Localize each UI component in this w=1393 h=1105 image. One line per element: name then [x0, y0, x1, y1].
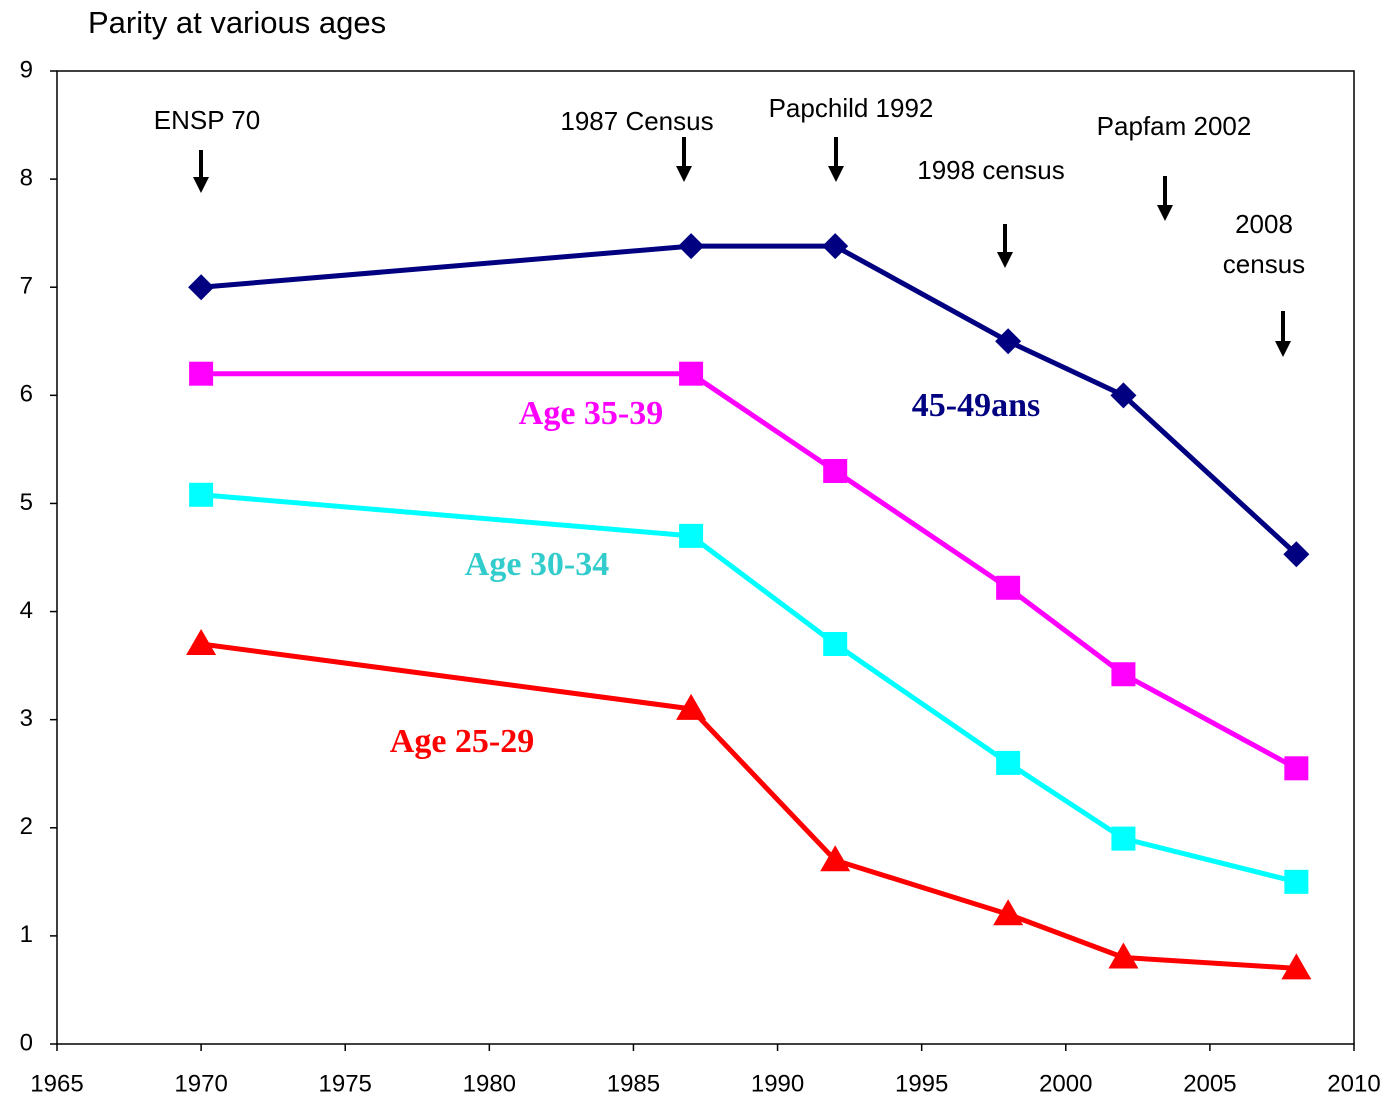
annotation: 1987 Census	[560, 106, 713, 136]
marker	[678, 233, 705, 260]
chart-title: Parity at various ages	[88, 5, 386, 40]
marker	[189, 482, 214, 507]
annotation-arrowhead	[997, 252, 1013, 268]
x-tick-label: 1990	[751, 1070, 804, 1097]
marker	[1108, 942, 1139, 969]
y-tick-label: 7	[20, 273, 33, 300]
annotation-arrowhead	[1157, 205, 1173, 221]
y-tick-label: 6	[20, 381, 33, 408]
y-tick-label: 4	[20, 597, 33, 624]
x-tick-label: 1965	[30, 1070, 83, 1097]
y-tick-label: 8	[20, 164, 33, 191]
marker	[823, 631, 848, 656]
marker	[1281, 953, 1312, 980]
marker	[993, 899, 1024, 926]
annotation-arrowhead	[828, 166, 844, 182]
annotation: Papchild 1992	[769, 93, 934, 123]
y-tick-label: 1	[20, 921, 33, 948]
marker	[676, 693, 707, 720]
marker	[188, 274, 215, 301]
series-line	[200, 243, 1299, 557]
x-tick-label: 2010	[1327, 1070, 1380, 1097]
y-tick-label: 5	[20, 489, 33, 516]
marker	[820, 845, 851, 872]
y-tick-label: 9	[20, 56, 33, 83]
annotation: Papfam 2002	[1097, 111, 1252, 141]
x-tick-label: 1985	[607, 1070, 660, 1097]
x-tick-label: 1995	[895, 1070, 948, 1097]
marker	[1284, 756, 1309, 781]
series-label: Age 30-34	[465, 546, 609, 583]
annotation: 1998 census	[917, 155, 1064, 185]
series-line	[200, 492, 1297, 885]
annotation: ENSP 70	[154, 105, 260, 135]
marker	[679, 361, 704, 386]
series-line	[201, 371, 1298, 771]
x-tick-label: 2000	[1039, 1070, 1092, 1097]
marker	[995, 328, 1022, 355]
marker	[1111, 662, 1136, 687]
marker	[186, 628, 217, 655]
annotation: census	[1223, 249, 1305, 279]
plot-frame	[56, 70, 1355, 1045]
marker	[996, 575, 1021, 600]
marker	[1283, 541, 1310, 568]
marker	[1284, 869, 1309, 894]
series-label: Age 25-29	[390, 723, 534, 760]
annotation-arrowhead	[676, 166, 692, 182]
marker	[189, 361, 214, 386]
x-tick-label: 1975	[319, 1070, 372, 1097]
y-tick-label: 3	[20, 705, 33, 732]
series-label: Age 35-39	[519, 395, 663, 432]
annotation-arrowhead	[193, 177, 209, 193]
series-label: 45-49ans	[912, 387, 1040, 424]
annotation: 2008	[1235, 209, 1293, 239]
marker	[996, 750, 1021, 775]
y-tick-label: 0	[20, 1029, 33, 1056]
annotation-arrowhead	[1275, 341, 1291, 357]
x-tick-label: 1980	[463, 1070, 516, 1097]
marker	[1111, 826, 1136, 851]
marker	[679, 523, 704, 548]
marker	[823, 459, 848, 484]
marker	[1110, 382, 1137, 409]
y-tick-label: 2	[20, 813, 33, 840]
x-tick-label: 1970	[174, 1070, 227, 1097]
series-line	[200, 641, 1297, 971]
marker	[822, 233, 849, 260]
x-tick-label: 2005	[1183, 1070, 1236, 1097]
